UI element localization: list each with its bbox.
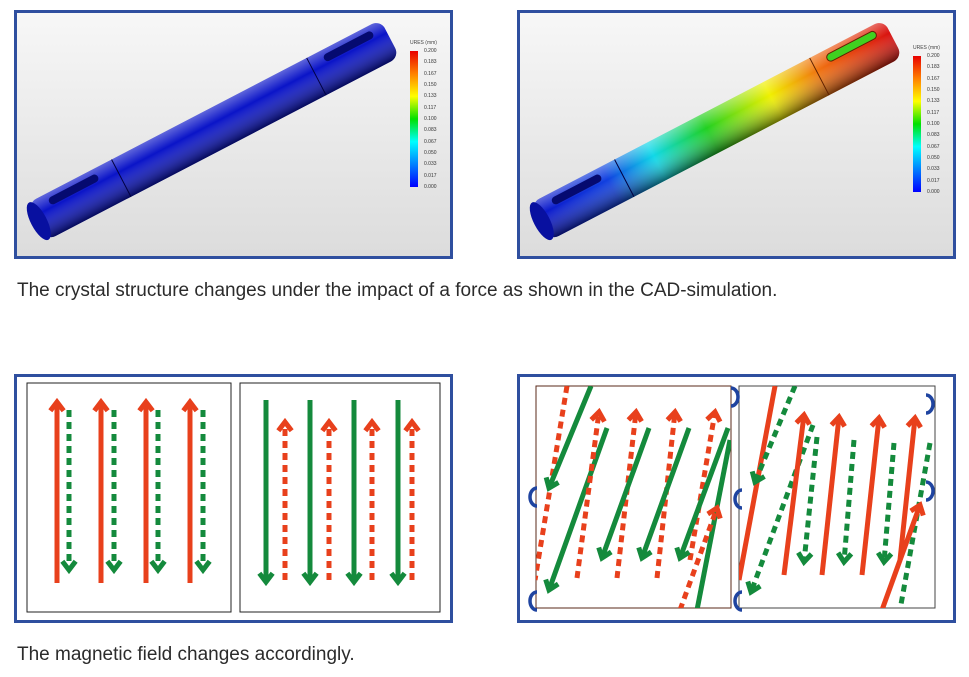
legend-value: 0.000 [424, 183, 437, 190]
green-field-arrow [345, 400, 363, 587]
legend-value: 0.017 [927, 177, 940, 184]
legend-value: 0.067 [424, 138, 437, 145]
red-field-arrow [276, 417, 294, 580]
red-field-arrow [859, 413, 887, 576]
red-field-arrow [320, 417, 338, 580]
red-field-arrow [781, 410, 812, 576]
legend-value: 0.050 [927, 154, 940, 161]
shaft-unloaded [26, 23, 397, 241]
legend-value: 0.183 [424, 59, 437, 66]
red-field-arrow [654, 407, 683, 579]
legend-value: 0.133 [424, 93, 437, 100]
legend-value: 0.117 [927, 109, 940, 116]
green-field-arrow [674, 427, 731, 562]
red-field-arrow [687, 407, 723, 561]
green-field-arrow [749, 386, 798, 486]
legend-value: 0.067 [927, 143, 940, 150]
colorbar [410, 51, 418, 187]
red-field-arrow [363, 417, 381, 580]
green-field-arrow [694, 439, 731, 608]
legend-value: 0.033 [424, 161, 437, 168]
legend-value: 0.117 [424, 104, 437, 111]
red-field-arrow [137, 397, 155, 583]
green-field-arrow [796, 436, 820, 567]
legend-values: 0.200 0.183 0.167 0.150 0.133 0.117 0.10… [424, 48, 437, 190]
caption-simulation: The crystal structure changes under the … [17, 280, 778, 301]
domain-wall-hook-icon [528, 486, 538, 508]
red-field-arrow [403, 417, 421, 580]
legend-value: 0.033 [927, 166, 940, 173]
legend-value: 0.133 [927, 98, 940, 105]
red-field-arrow [92, 397, 110, 583]
domain-box-2 [239, 382, 441, 613]
domain-wall-hook-icon [733, 590, 743, 612]
field-panel-sheared [517, 374, 956, 623]
green-field-arrow [636, 427, 692, 562]
green-field-arrow [745, 424, 816, 596]
domain-wall-hook-icon [528, 590, 538, 612]
caption-magnetic-field: The magnetic field changes accordingly. [17, 644, 355, 665]
legend-value: 0.150 [927, 86, 940, 93]
legend-unloaded: URES (mm) 0.200 0.183 0.167 0.150 0.133 … [410, 40, 450, 200]
legend-value: 0.050 [424, 149, 437, 156]
legend-value: 0.000 [927, 188, 940, 195]
red-field-arrow [574, 407, 607, 579]
legend-value: 0.150 [424, 81, 437, 88]
domain-box-4 [738, 385, 936, 609]
domain-wall-hook-icon [925, 480, 935, 502]
legend-value: 0.100 [927, 120, 940, 127]
legend-value: 0.083 [927, 132, 940, 139]
green-field-arrow [835, 439, 857, 567]
green-field-arrow [389, 400, 407, 587]
red-field-arrow [819, 412, 847, 576]
shaft-loaded [529, 23, 900, 241]
legend-title: URES (mm) [410, 40, 437, 46]
red-field-arrow [880, 501, 926, 608]
green-field-arrow [149, 410, 167, 575]
legend-loaded: URES (mm) 0.200 0.183 0.167 0.150 0.133 … [913, 45, 953, 205]
legend-value: 0.167 [424, 70, 437, 77]
legend-value: 0.167 [927, 75, 940, 82]
legend-value: 0.200 [424, 48, 437, 54]
legend-value: 0.083 [424, 127, 437, 134]
green-field-arrow [875, 442, 897, 567]
red-field-arrow [897, 413, 923, 561]
red-field-arrow [48, 397, 66, 583]
legend-value: 0.100 [424, 115, 437, 122]
legend-values: 0.200 0.183 0.167 0.150 0.133 0.117 0.10… [927, 53, 940, 195]
red-field-arrow [181, 397, 199, 583]
green-field-arrow [257, 400, 275, 587]
green-field-arrow [596, 427, 652, 562]
green-field-arrow [105, 410, 123, 575]
field-panel-aligned [14, 374, 453, 623]
green-field-arrow [897, 442, 933, 608]
legend-title: URES (mm) [913, 45, 940, 51]
green-field-arrow [543, 427, 610, 594]
domain-wall-hook-icon [733, 488, 743, 510]
red-field-arrow [678, 504, 723, 608]
domain-wall-hook-icon [925, 393, 935, 415]
legend-value: 0.183 [927, 64, 940, 71]
legend-value: 0.200 [927, 53, 940, 59]
red-field-arrow [614, 407, 644, 579]
green-field-arrow [543, 386, 594, 492]
domain-box-3 [535, 385, 732, 609]
colorbar [913, 56, 921, 192]
green-field-arrow [194, 410, 212, 575]
legend-value: 0.017 [424, 172, 437, 179]
domain-wall-hook-icon [730, 386, 740, 408]
green-field-arrow [301, 400, 319, 587]
domain-box-1 [26, 382, 232, 613]
green-field-arrow [60, 410, 78, 575]
